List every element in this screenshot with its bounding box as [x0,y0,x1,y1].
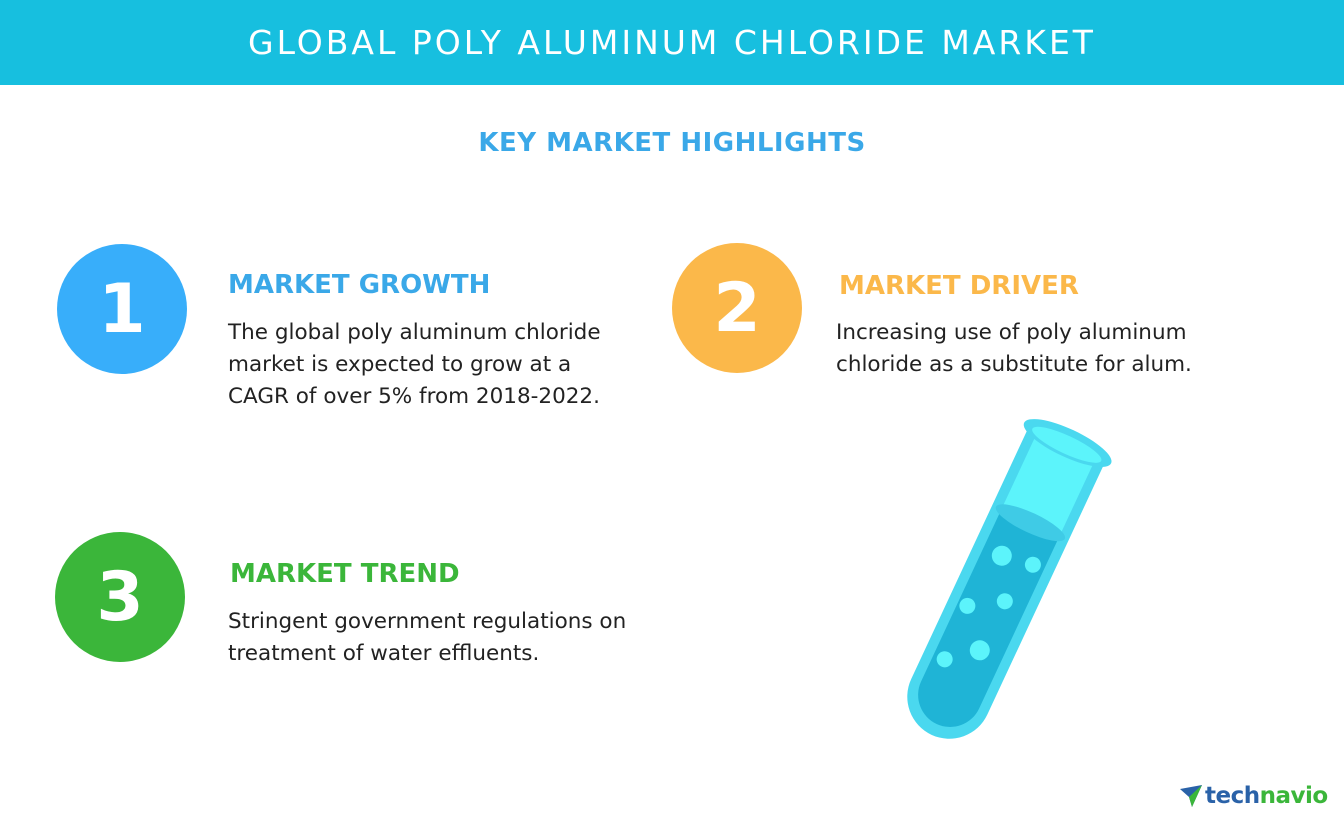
page-title: GLOBAL POLY ALUMINUM CHLORIDE MARKET [248,23,1096,62]
highlight-3-line: Stringent government regulations on [228,609,627,634]
highlight-1-description: The global poly aluminum chloride market… [228,317,601,413]
highlight-1-heading: MARKET GROWTH [228,270,491,300]
header-bar: GLOBAL POLY ALUMINUM CHLORIDE MARKET [0,0,1344,85]
technavio-logo: technavio [1180,778,1328,814]
highlight-2-number-badge: 2 [672,243,802,373]
test-tube-icon [907,419,1112,739]
logo-wordmark: technavio [1205,783,1328,809]
highlight-2-line: chloride as a substitute for alum. [836,352,1192,377]
logo-wordmark-part2: navio [1259,783,1329,809]
highlight-1-line: CAGR of over 5% from 2018-2022. [228,384,600,409]
highlight-3-line: treatment of water effluents. [228,641,540,666]
logo-wordmark-part1: tech [1205,783,1260,809]
highlight-3-description: Stringent government regulations on trea… [228,606,626,670]
highlight-3-heading: MARKET TREND [230,559,460,589]
technavio-logo-icon [1180,785,1202,807]
highlight-2-line: Increasing use of poly aluminum [836,320,1187,345]
highlight-1-line: market is expected to grow at a [228,352,572,377]
highlight-1-line: The global poly aluminum chloride [228,320,601,345]
highlight-2-description: Increasing use of poly aluminum chloride… [836,317,1192,381]
highlight-2-heading: MARKET DRIVER [839,271,1079,301]
section-subtitle: KEY MARKET HIGHLIGHTS [478,128,866,158]
highlight-3-number-badge: 3 [55,532,185,662]
highlight-1-number-badge: 1 [57,244,187,374]
